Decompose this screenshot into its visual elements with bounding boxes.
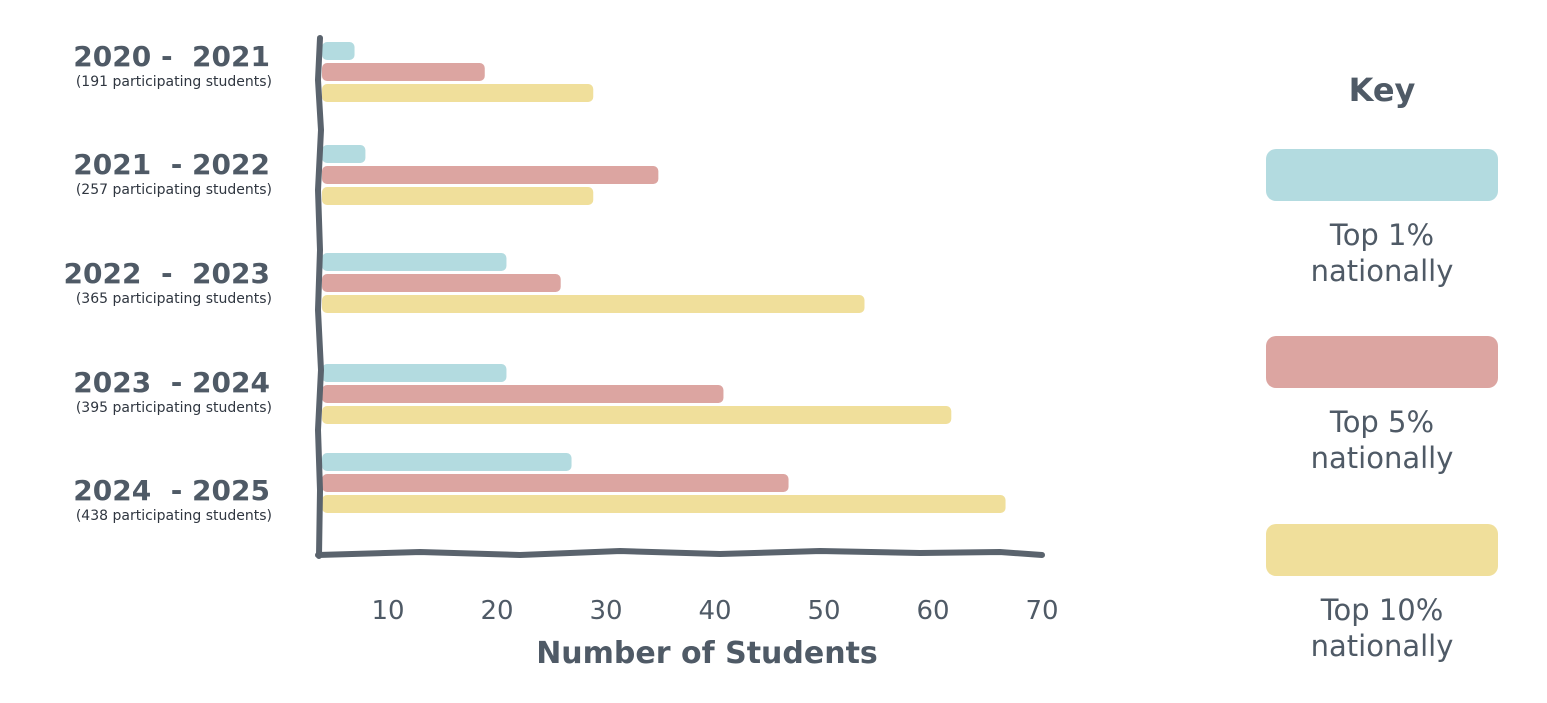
y-axis-line [314,35,325,559]
x-tick-label: 30 [589,596,622,626]
category-subtitle: (191 participating students) [76,74,272,90]
category-subtitle: (395 participating students) [76,400,272,416]
legend-item: Top 10% nationally [1262,524,1502,664]
bar-top5-cat1 [322,63,485,81]
category-title: 2020 - 2021 [73,40,270,73]
legend-item: Top 5% nationally [1262,336,1502,476]
x-tick-label: 20 [480,596,513,626]
category-labels: 2020 - 2021(191 participating students) 2… [64,40,272,524]
bar-top10-cat1 [322,84,594,102]
category-title: 2023 - 2024 [73,366,270,399]
x-axis-label: Number of Students [536,636,878,671]
bar-top10-cat3 [322,295,865,313]
legend-item: Top 1% nationally [1262,149,1502,289]
bar-top1-cat3 [322,253,507,271]
legend-label: Top 5% nationally [1310,405,1454,475]
category-subtitle: (438 participating students) [76,508,272,524]
category-title: 2021 - 2022 [73,148,270,181]
bar-top1-cat1 [322,42,355,60]
bar-top1-cat5 [322,453,572,471]
bar-top5-cat3 [322,274,561,292]
bar-top5-cat5 [322,474,789,492]
bar-chart: 2020 - 2021(191 participating students) 2… [64,35,1059,671]
bar-top10-cat5 [322,495,1006,513]
bar-top5-cat2 [322,166,659,184]
category-title: 2022 - 2023 [64,257,270,290]
x-axis-line [315,547,1045,559]
bar-top1-cat4 [322,364,507,382]
legend-swatch [1266,524,1498,576]
axes [314,35,1045,559]
category-subtitle: (257 participating students) [76,182,272,198]
x-tick-labels: 10 20 30 40 50 60 70 [371,596,1058,626]
category-title: 2024 - 2025 [73,474,270,507]
bar-top10-cat2 [322,187,594,205]
bar-top5-cat4 [322,385,724,403]
legend-label: Top 1% nationally [1310,218,1454,288]
bar-top1-cat2 [322,145,366,163]
x-tick-label: 10 [371,596,404,626]
legend-label: Top 10% nationally [1310,593,1454,663]
x-tick-label: 70 [1025,596,1058,626]
legend-swatch [1266,336,1498,388]
category-subtitle: (365 participating students) [76,291,272,307]
legend: Key Top 1% nationally Top 5% nationally To… [1262,70,1502,663]
x-tick-label: 50 [807,596,840,626]
bar-top10-cat4 [322,406,952,424]
x-tick-label: 40 [698,596,731,626]
legend-swatch [1266,149,1498,201]
bars-group [322,42,1006,513]
x-tick-label: 60 [916,596,949,626]
legend-title: Key [1348,71,1416,109]
